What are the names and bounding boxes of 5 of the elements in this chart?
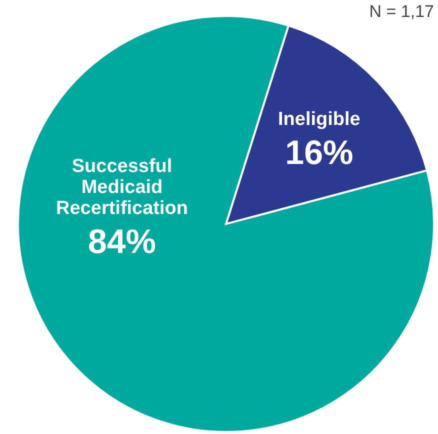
slice-label: Ineligible xyxy=(278,108,360,130)
data-label: 84% xyxy=(88,222,156,261)
data-label: 16% xyxy=(285,134,354,172)
text: N = 1,17 xyxy=(369,2,434,21)
slice-label: Successful Medicaid Recertification xyxy=(56,156,188,219)
